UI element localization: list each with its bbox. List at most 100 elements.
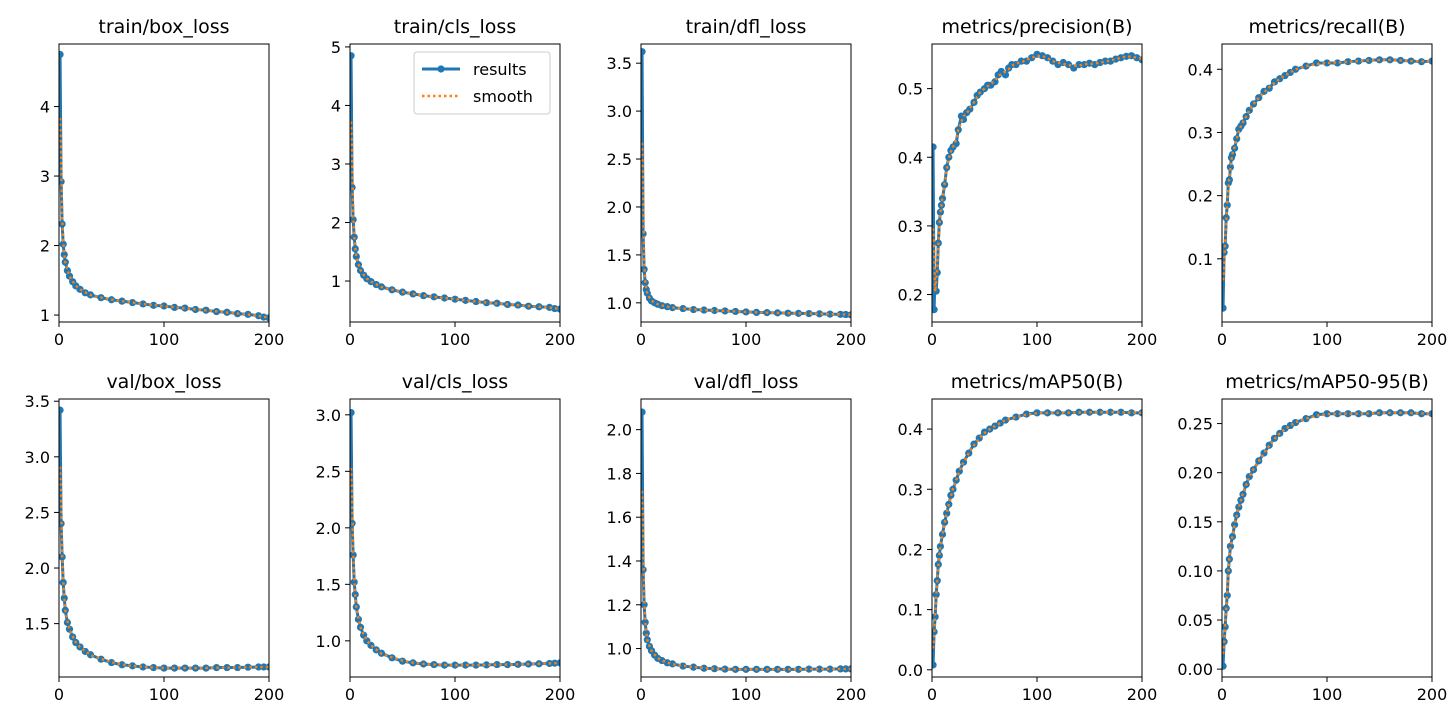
- y-tick-label: 4: [331, 96, 341, 115]
- y-tick-label: 2: [40, 237, 50, 256]
- data-point: [826, 665, 834, 673]
- data-point: [689, 663, 698, 671]
- series-line-results: [59, 410, 269, 670]
- y-tick-label: 1.5: [25, 615, 50, 634]
- series-line-smooth: [350, 121, 560, 311]
- data-point: [1323, 410, 1331, 418]
- series-line-smooth: [932, 411, 1142, 649]
- y-tick-label: 0.4: [898, 420, 923, 439]
- y-tick-label: 2.5: [25, 503, 50, 522]
- data-point: [160, 664, 168, 672]
- y-tick-label: 1: [331, 272, 341, 291]
- data-point: [223, 663, 231, 672]
- data-point: [1222, 662, 1227, 670]
- axes-frame: [58, 398, 270, 678]
- y-tick-label: 0.5: [898, 80, 923, 99]
- data-point: [1323, 59, 1331, 67]
- data-point: [689, 305, 698, 314]
- data-point: [710, 665, 719, 673]
- subplot-metrics-map50-b-: metrics/mAP50(B) 0 100 200 0.0 0.1 0.2 0.3 0.4: [898, 371, 1158, 704]
- subplot-title: train/box_loss: [98, 16, 229, 38]
- data-point: [461, 296, 470, 304]
- data-point: [118, 297, 126, 305]
- data-point: [1226, 542, 1234, 550]
- legend-label-results: results: [473, 60, 527, 79]
- data-point: [1354, 57, 1363, 65]
- data-point: [1096, 408, 1104, 416]
- x-tick-label: 0: [54, 685, 64, 704]
- data-point: [1344, 58, 1352, 66]
- legend-marker-results: [437, 65, 445, 73]
- data-point: [679, 304, 687, 313]
- data-point: [482, 299, 491, 307]
- x-tick-label: 200: [545, 685, 576, 704]
- plot-area: [641, 408, 851, 673]
- data-point: [451, 661, 459, 669]
- data-point: [1012, 413, 1020, 421]
- data-point: [641, 601, 648, 609]
- data-point: [710, 306, 719, 315]
- y-tick-label: 3: [331, 155, 341, 174]
- data-point: [556, 305, 560, 313]
- data-point: [352, 252, 360, 261]
- axes-frame: [640, 398, 852, 678]
- data-point: [641, 230, 647, 238]
- data-point: [1222, 623, 1229, 631]
- data-point: [128, 662, 137, 670]
- x-tick-label: 100: [1312, 330, 1343, 349]
- data-point: [1223, 591, 1231, 600]
- data-point: [244, 663, 252, 671]
- x-tick-label: 100: [1022, 330, 1053, 349]
- subplot-title: val/dfl_loss: [694, 371, 799, 393]
- y-tick-label: 2.0: [316, 519, 341, 538]
- y-tick-label: 2.5: [607, 150, 632, 169]
- data-point: [260, 663, 268, 671]
- y-tick-label: 0.2: [1188, 187, 1213, 206]
- data-point: [784, 665, 792, 673]
- data-point: [815, 665, 824, 673]
- plot-area: [932, 408, 1142, 669]
- data-point: [1333, 59, 1342, 67]
- y-tick-label: 2.0: [607, 421, 632, 440]
- x-tick-label: 200: [836, 685, 867, 704]
- data-point: [1428, 410, 1432, 418]
- subplot-metrics-precision-b-: metrics/precision(B) 0 100 200 0.2 0.3 0.4 0.5: [898, 16, 1158, 349]
- axes-frame: [640, 43, 852, 323]
- subplot-title: val/cls_loss: [402, 371, 508, 393]
- y-tick-label: 1.4: [607, 552, 632, 571]
- data-point: [350, 215, 357, 224]
- data-point: [160, 302, 168, 310]
- y-tick-label: 3.5: [25, 392, 50, 411]
- x-tick-label: 100: [149, 685, 180, 704]
- x-tick-label: 0: [636, 685, 646, 704]
- data-point: [1302, 62, 1310, 70]
- data-point: [1302, 415, 1310, 423]
- y-tick-label: 1.0: [607, 640, 632, 659]
- data-point: [461, 661, 470, 669]
- data-point: [641, 48, 646, 56]
- y-tick-label: 0.05: [1177, 611, 1213, 630]
- y-tick-label: 3.5: [607, 54, 632, 73]
- series-line-smooth: [59, 466, 269, 670]
- data-point: [1354, 410, 1363, 418]
- plot-area: [59, 50, 269, 322]
- y-tick-label: 1.5: [607, 246, 632, 265]
- data-point: [936, 208, 945, 216]
- data-point: [641, 408, 646, 416]
- y-tick-label: 1.6: [607, 508, 632, 527]
- series-line-results: [1222, 411, 1432, 667]
- series-line-results: [1222, 58, 1432, 309]
- data-point: [700, 306, 708, 314]
- subplot-train-box-loss: train/box_loss 0 100 200 1 2 3 4: [40, 16, 284, 349]
- y-tick-label: 0.20: [1177, 464, 1213, 483]
- x-tick-label: 100: [149, 330, 180, 349]
- data-point: [128, 298, 137, 307]
- subplot-val-box-loss: val/box_loss 0 100 200 1.5 2.0 2.5 3.0 3.5: [25, 371, 285, 704]
- data-point: [107, 658, 116, 667]
- data-point: [842, 310, 850, 319]
- data-point: [354, 615, 362, 623]
- data-point: [1365, 56, 1373, 65]
- series-line-smooth: [641, 142, 851, 316]
- subplot-train-cls-loss: train/cls_loss 0 100 200 1 2 3 4 5 results smooth: [331, 16, 575, 349]
